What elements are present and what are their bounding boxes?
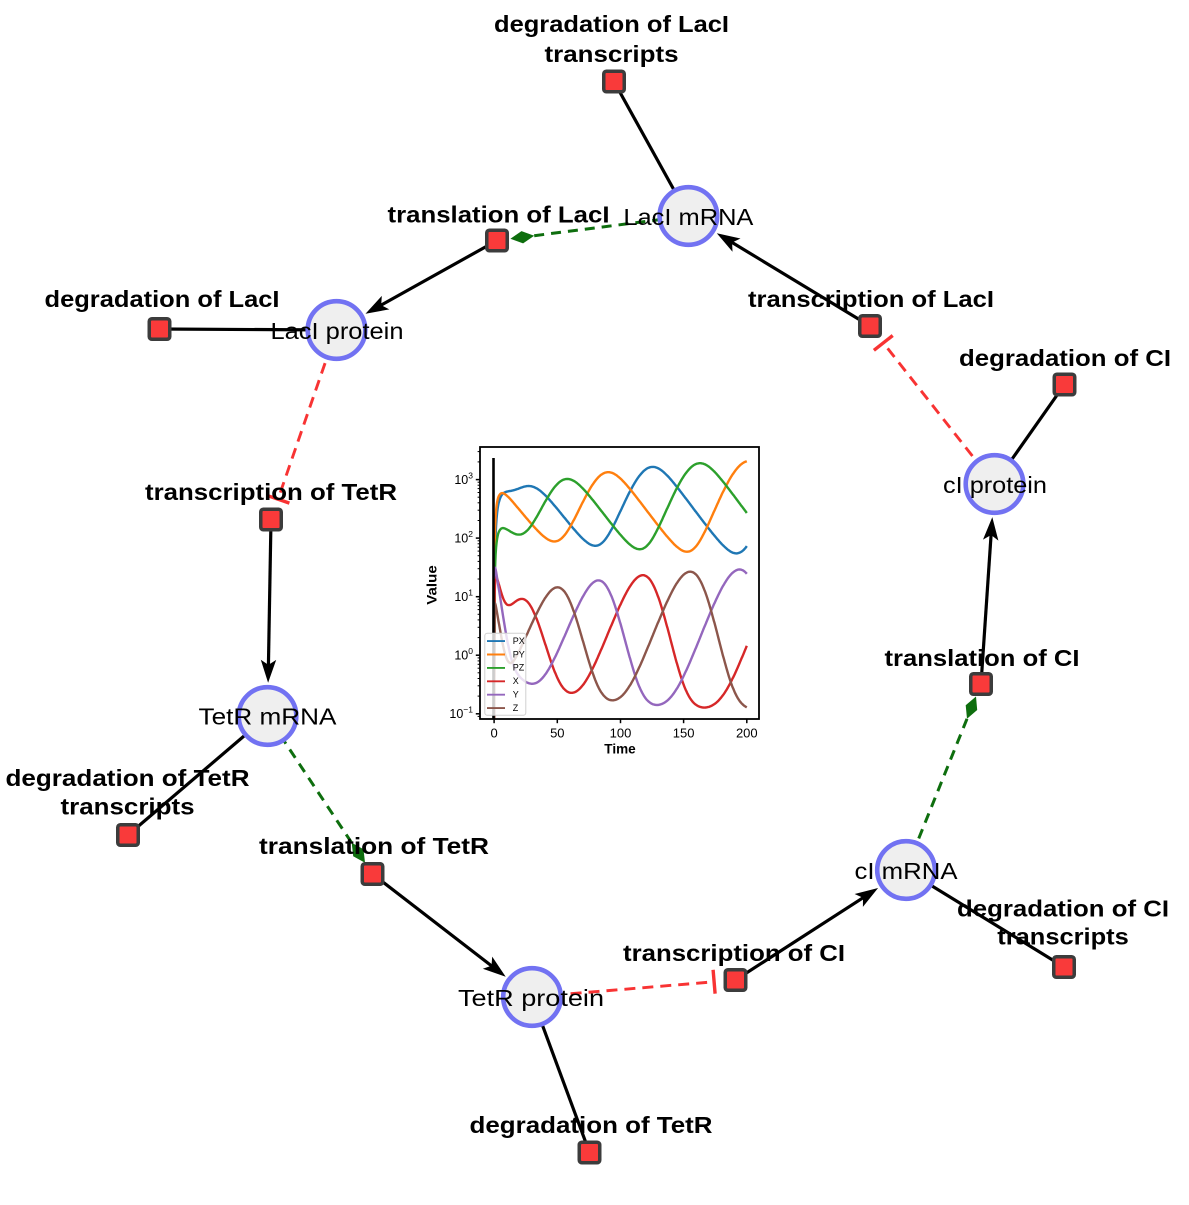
svg-text:degradation of TetR: degradation of TetR bbox=[6, 765, 250, 791]
svg-text:degradation of LacI: degradation of LacI bbox=[45, 286, 280, 312]
svg-text:0: 0 bbox=[490, 726, 497, 741]
svg-text:TetR mRNA: TetR mRNA bbox=[199, 704, 337, 730]
svg-text:translation of LacI: translation of LacI bbox=[388, 202, 610, 228]
svg-text:Value: Value bbox=[424, 565, 440, 605]
svg-text:LacI mRNA: LacI mRNA bbox=[623, 204, 753, 230]
svg-text:PZ: PZ bbox=[513, 663, 525, 673]
svg-text:PY: PY bbox=[513, 649, 525, 659]
svg-text:Z: Z bbox=[513, 703, 519, 713]
svg-text:transcription of CI: transcription of CI bbox=[623, 940, 845, 966]
svg-text:150: 150 bbox=[673, 726, 695, 741]
svg-text:transcripts: transcripts bbox=[61, 794, 195, 820]
svg-text:degradation of TetR: degradation of TetR bbox=[470, 1112, 713, 1138]
svg-text:cI mRNA: cI mRNA bbox=[855, 858, 958, 884]
svg-text:degradation of LacI: degradation of LacI bbox=[494, 11, 729, 37]
svg-text:transcripts: transcripts bbox=[545, 41, 679, 67]
svg-text:translation of TetR: translation of TetR bbox=[259, 833, 489, 859]
svg-text:X: X bbox=[513, 676, 519, 686]
svg-text:PX: PX bbox=[513, 636, 525, 646]
svg-text:translation of CI: translation of CI bbox=[885, 645, 1080, 671]
svg-text:transcription of TetR: transcription of TetR bbox=[145, 479, 397, 505]
svg-text:LacI protein: LacI protein bbox=[271, 318, 404, 344]
svg-text:transcription of LacI: transcription of LacI bbox=[748, 286, 994, 312]
svg-text:degradation of CI: degradation of CI bbox=[957, 896, 1169, 922]
svg-text:200: 200 bbox=[736, 726, 758, 741]
svg-text:100: 100 bbox=[610, 726, 632, 741]
svg-text:cI protein: cI protein bbox=[943, 472, 1047, 498]
svg-text:transcripts: transcripts bbox=[997, 924, 1129, 950]
svg-text:Y: Y bbox=[513, 690, 519, 700]
svg-text:TetR protein: TetR protein bbox=[458, 985, 604, 1011]
svg-text:degradation of CI: degradation of CI bbox=[959, 345, 1171, 371]
svg-text:Time: Time bbox=[604, 741, 636, 757]
svg-text:50: 50 bbox=[550, 726, 564, 741]
